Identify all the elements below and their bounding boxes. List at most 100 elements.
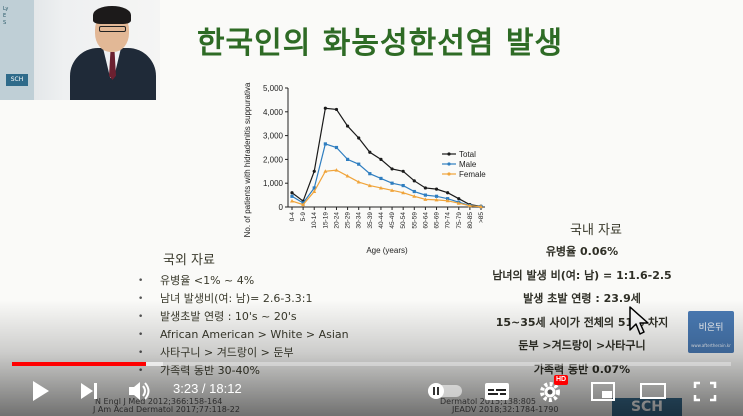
data-point [412,179,416,183]
autoplay-toggle-icon [428,383,462,399]
data-point [345,124,350,128]
bullet-icon: • [138,348,144,358]
data-point [390,167,394,171]
time-current: 3:23 [173,381,199,396]
international-item-text: 발생초발 연령 : 10's ~ 20's [160,310,297,323]
legend-label: Male [459,160,477,169]
chart-series-layer [290,106,483,209]
miniplayer-button[interactable] [588,374,618,408]
data-point [401,183,405,188]
data-point [423,197,428,201]
international-item: • 발생초발 연령 : 10's ~ 20's [138,308,349,326]
y-tick-label: 3,000 [263,132,284,141]
data-point [357,136,361,140]
x-tick-label: 60-64 [422,212,429,229]
chart-xlabel: Age (years) [366,246,408,255]
gear-icon [540,382,560,402]
play-icon [33,381,49,401]
domestic-item: 15~35세 사이가 전체의 51% 차지 [495,315,669,329]
data-point [334,168,339,172]
data-point [378,185,383,190]
data-point [323,106,327,110]
data-point [368,172,372,176]
chart-ylabel: No. of patients with hidradenitis suppur… [243,82,252,237]
domestic-list: 유병율 0.06% 남녀의 발생 비(여: 남) = 1:1.6-2.5 발생 초발… [462,240,702,381]
data-point [356,180,361,184]
data-point [301,202,306,207]
data-point [446,197,450,201]
domestic-item: 남녀의 발생 비(여: 남) = 1:1.6-2.5 [492,268,672,282]
international-item: • 남녀 발생비(여: 남)= 2.6-3.3:1 [138,290,349,308]
theater-mode-button[interactable] [638,374,668,408]
data-point [390,188,395,192]
theater-icon [640,383,666,399]
presenter-tie [109,52,116,80]
x-tick-label: 30-34 [356,212,363,229]
x-tick-label: 45-49 [389,212,396,229]
data-point [445,198,450,203]
x-tick-label: 10-14 [311,212,318,229]
legend-marker [447,152,451,156]
international-item-text: 유병율 <1% ~ 4% [160,274,255,287]
international-item-text: African American > White > Asian [160,328,349,341]
x-tick-label: >85 [478,212,485,223]
presenter-webcam: Ly E S SCH [0,0,160,100]
fullscreen-button[interactable] [690,374,720,408]
time-total: 18:12 [209,381,242,396]
legend-marker [447,172,451,176]
data-point [379,157,383,161]
data-point [467,203,472,208]
data-point [423,186,428,190]
data-point [290,199,294,203]
chart-svg: 0 1,000 2,000 3,000 4,000 5,000 0-4 5-9 10-14 15-… [243,82,486,255]
mouse-cursor-icon [629,306,649,335]
data-point [367,183,372,188]
x-tick-label: 75-79 [456,212,463,229]
data-point [312,189,317,194]
subtitles-icon [485,383,509,400]
citation-left-2: J Am Acad Dermatol 2017;77:118-22 [93,405,240,414]
bullet-icon: • [138,312,144,322]
volume-button[interactable] [124,374,154,408]
x-tick-label: 40-44 [378,212,385,229]
domestic-item: 유병율 0.06% [545,245,619,258]
x-tick-label: 15-19 [322,212,329,229]
data-point [323,142,327,146]
data-point [357,162,361,166]
data-point [290,194,294,198]
data-point [323,169,328,173]
international-heading: 국외 자료 [163,253,215,268]
data-point [345,174,350,178]
bullet-icon: • [138,276,144,286]
international-item: • 사타구니 > 겨드랑이 > 둔부 [138,344,349,362]
progress-played [12,362,146,366]
data-point [434,194,439,198]
y-tick-label: 4,000 [263,108,284,117]
fullscreen-icon [693,381,717,402]
data-point [412,189,416,194]
autoplay-toggle[interactable] [424,374,468,408]
subtitles-button[interactable] [482,374,512,408]
presenter-glasses [99,26,126,32]
x-tick-label: 80-85 [467,212,474,229]
domestic-item: 둔부 >겨드랑이 >사타구니 [518,339,646,352]
next-button[interactable] [74,374,104,408]
data-point [412,194,417,198]
settings-button[interactable] [534,374,566,408]
data-point [290,191,294,195]
legend-label: Female [459,170,486,179]
bullet-icon: • [138,294,144,304]
cam-window-text: Ly E S [3,6,9,26]
series-line-male [291,143,482,208]
data-point [368,150,372,154]
data-point [390,181,394,185]
volume-icon [129,382,150,400]
skip-next-icon [81,383,97,399]
data-point [434,187,439,191]
domestic-item: 발생 초발 연령 : 23.9세 [523,292,641,305]
international-item: • African American > White > Asian [138,326,349,344]
play-button[interactable] [22,374,56,408]
progress-bar[interactable] [12,362,731,366]
data-point [446,191,450,195]
